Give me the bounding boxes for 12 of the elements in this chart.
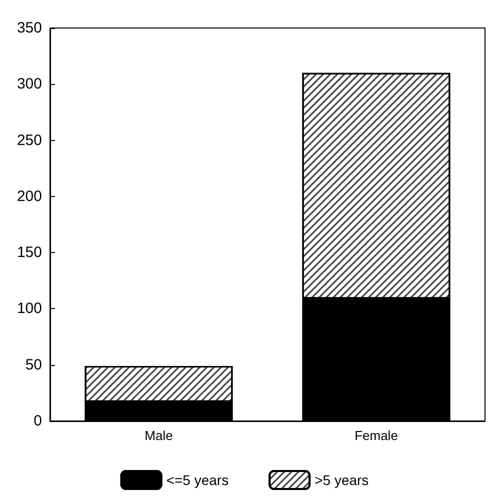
legend-label: <=5 years — [166, 472, 229, 488]
x-tick-label: Male — [144, 428, 173, 443]
y-tick-label: 200 — [16, 188, 42, 205]
y-tick-label: 350 — [16, 20, 42, 36]
x-tick-label: Female — [354, 428, 398, 443]
y-tick-label: 0 — [34, 412, 42, 430]
y-tick-label: 100 — [16, 300, 42, 318]
legend-label: >5 years — [314, 472, 369, 488]
y-tick-label: 150 — [16, 244, 42, 262]
y-tick-label: 50 — [25, 356, 42, 374]
y-tick-label: 250 — [16, 132, 42, 149]
y-tick-label: 300 — [16, 76, 42, 93]
